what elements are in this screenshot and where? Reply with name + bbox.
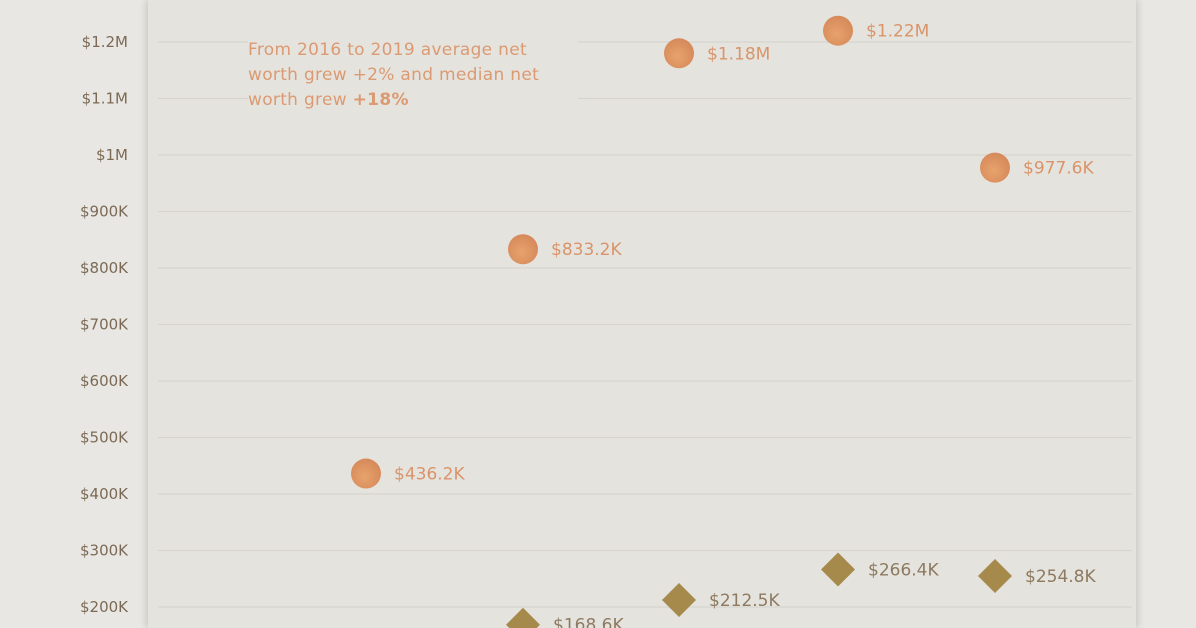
y-tick-label: $600K xyxy=(80,372,129,390)
median-diamond-marker xyxy=(662,582,696,617)
median-value-label: $254.8K xyxy=(1025,567,1096,587)
y-axis-ticks: $200K $300K $400K $500K $600K $700K $800K $900K… xyxy=(80,33,129,616)
y-tick-label: $300K xyxy=(80,542,129,560)
y-tick-label: $800K xyxy=(80,259,129,277)
average-circle-marker xyxy=(823,15,853,46)
median-diamond-marker xyxy=(978,559,1012,594)
y-tick-label: $500K xyxy=(80,429,129,447)
y-tick-label: $200K xyxy=(80,598,129,616)
data-labels: $168.6K $212.5K $266.4K $254.8K $436.2K $833.… xyxy=(394,22,1096,628)
average-circle-marker xyxy=(508,234,538,265)
annotation-highlight: +18% xyxy=(352,90,409,110)
y-tick-label: $1.1M xyxy=(82,90,128,108)
y-tick-label: $1.2M xyxy=(82,33,128,51)
average-value-label: $977.6K xyxy=(1023,159,1094,179)
median-diamond-marker xyxy=(506,607,540,628)
average-value-label: $1.18M xyxy=(707,44,770,64)
average-circle-marker xyxy=(351,458,381,489)
annotation-text: From 2016 to 2019 average net worth grew… xyxy=(248,40,540,110)
median-diamond-marker xyxy=(821,552,855,587)
average-circle-marker xyxy=(980,152,1010,183)
annotation: From 2016 to 2019 average net worth grew… xyxy=(248,38,578,113)
average-value-label: $1.22M xyxy=(866,22,929,42)
average-value-label: $436.2K xyxy=(394,465,465,485)
median-value-label: $168.6K xyxy=(553,616,624,628)
y-tick-label: $400K xyxy=(80,485,129,503)
median-value-label: $266.4K xyxy=(868,560,939,580)
average-value-label: $833.2K xyxy=(551,240,622,260)
gridlines xyxy=(158,41,1132,608)
y-tick-label: $900K xyxy=(80,203,129,221)
stems xyxy=(364,30,997,628)
markers xyxy=(351,15,1012,628)
y-tick-label: $700K xyxy=(80,316,129,334)
average-circle-marker xyxy=(664,38,694,69)
median-value-label: $212.5K xyxy=(709,591,780,611)
y-tick-label: $1M xyxy=(96,146,128,164)
